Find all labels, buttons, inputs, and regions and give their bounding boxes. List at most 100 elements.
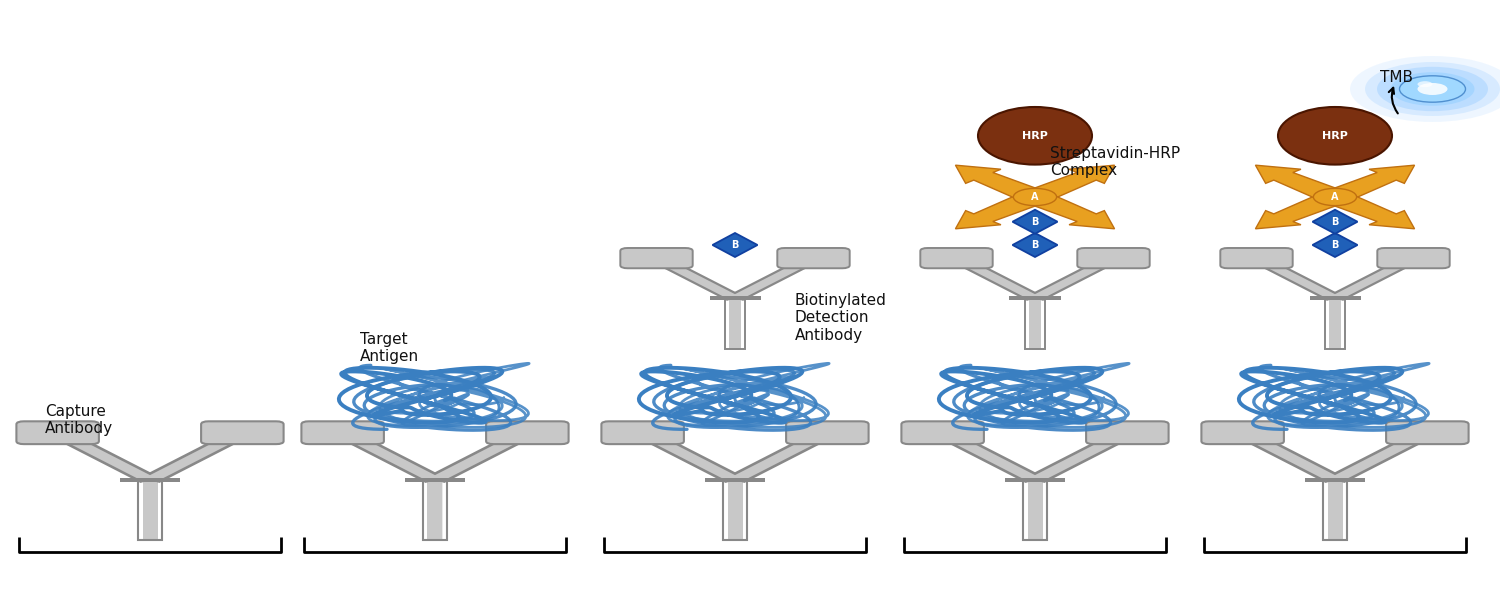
Polygon shape <box>48 430 159 483</box>
Polygon shape <box>956 192 1047 229</box>
FancyBboxPatch shape <box>777 248 849 268</box>
Polygon shape <box>956 165 1047 202</box>
FancyBboxPatch shape <box>786 421 868 444</box>
Text: B: B <box>1332 240 1338 250</box>
Text: B: B <box>732 240 738 250</box>
Polygon shape <box>712 233 758 257</box>
Polygon shape <box>1029 431 1134 482</box>
Polygon shape <box>1323 192 1414 229</box>
Polygon shape <box>936 431 1041 482</box>
Polygon shape <box>336 431 441 482</box>
Circle shape <box>1350 56 1500 122</box>
Polygon shape <box>1326 430 1437 483</box>
Bar <box>1028 480 1042 540</box>
Circle shape <box>1365 62 1500 116</box>
FancyBboxPatch shape <box>1377 248 1449 268</box>
Bar <box>142 480 158 540</box>
Text: A: A <box>1332 192 1338 202</box>
Polygon shape <box>1236 431 1341 482</box>
Polygon shape <box>648 256 742 301</box>
Polygon shape <box>429 431 534 482</box>
Polygon shape <box>1013 233 1058 257</box>
Bar <box>724 298 746 349</box>
Circle shape <box>1377 67 1488 111</box>
Bar <box>1323 480 1347 540</box>
Bar <box>729 298 741 349</box>
Polygon shape <box>1028 256 1122 301</box>
FancyBboxPatch shape <box>1221 248 1293 268</box>
Polygon shape <box>1248 256 1342 301</box>
Text: B: B <box>1032 240 1038 250</box>
Polygon shape <box>1023 165 1114 202</box>
Text: TMB: TMB <box>1380 70 1413 85</box>
Polygon shape <box>333 430 444 483</box>
Circle shape <box>1418 81 1432 87</box>
Polygon shape <box>730 257 819 300</box>
Bar <box>705 478 765 482</box>
Bar <box>138 480 162 540</box>
Text: Target
Antigen: Target Antigen <box>360 332 419 364</box>
Bar <box>1010 296 1060 301</box>
Polygon shape <box>933 430 1044 483</box>
Polygon shape <box>426 430 537 483</box>
FancyBboxPatch shape <box>1202 421 1284 444</box>
Text: B: B <box>1332 217 1338 227</box>
Bar <box>710 296 760 301</box>
Circle shape <box>1400 76 1466 102</box>
FancyBboxPatch shape <box>921 248 993 268</box>
FancyBboxPatch shape <box>486 421 568 444</box>
Polygon shape <box>1013 210 1058 234</box>
FancyBboxPatch shape <box>1086 421 1168 444</box>
Polygon shape <box>1330 257 1419 300</box>
Polygon shape <box>951 257 1040 300</box>
Polygon shape <box>141 430 252 483</box>
Bar <box>1005 478 1065 482</box>
Bar <box>1024 298 1045 349</box>
Circle shape <box>1314 188 1356 206</box>
FancyBboxPatch shape <box>201 421 284 444</box>
Text: Capture
Antibody: Capture Antibody <box>45 404 112 436</box>
Bar <box>1324 298 1346 349</box>
Circle shape <box>1390 72 1474 106</box>
Polygon shape <box>633 430 744 483</box>
Polygon shape <box>1030 257 1119 300</box>
Text: Biotinylated
Detection
Antibody: Biotinylated Detection Antibody <box>795 293 886 343</box>
Polygon shape <box>1233 430 1344 483</box>
FancyBboxPatch shape <box>1077 248 1149 268</box>
Bar <box>723 480 747 540</box>
Polygon shape <box>1329 431 1434 482</box>
FancyBboxPatch shape <box>1386 421 1468 444</box>
Bar <box>423 480 447 540</box>
Polygon shape <box>1323 165 1414 202</box>
Bar <box>120 478 180 482</box>
FancyBboxPatch shape <box>621 248 693 268</box>
Bar <box>1328 480 1342 540</box>
Bar <box>1310 296 1360 301</box>
Polygon shape <box>729 431 834 482</box>
Text: A: A <box>1032 192 1038 202</box>
Polygon shape <box>728 256 822 301</box>
Polygon shape <box>1251 257 1340 300</box>
Bar <box>1029 298 1041 349</box>
Polygon shape <box>1256 165 1347 202</box>
Circle shape <box>1014 188 1056 206</box>
Ellipse shape <box>1278 107 1392 164</box>
Circle shape <box>1418 83 1448 95</box>
Polygon shape <box>1256 192 1347 229</box>
Polygon shape <box>1312 233 1358 257</box>
Polygon shape <box>651 257 740 300</box>
FancyBboxPatch shape <box>602 421 684 444</box>
Text: HRP: HRP <box>1022 131 1048 141</box>
Text: B: B <box>1032 217 1038 227</box>
Polygon shape <box>1023 192 1114 229</box>
Polygon shape <box>1026 430 1137 483</box>
Ellipse shape <box>978 107 1092 164</box>
Polygon shape <box>144 431 249 482</box>
Polygon shape <box>1328 256 1422 301</box>
Polygon shape <box>636 431 741 482</box>
Text: Streptavidin-HRP
Complex: Streptavidin-HRP Complex <box>1050 146 1180 178</box>
Polygon shape <box>948 256 1042 301</box>
FancyBboxPatch shape <box>302 421 384 444</box>
FancyBboxPatch shape <box>902 421 984 444</box>
Bar <box>405 478 465 482</box>
